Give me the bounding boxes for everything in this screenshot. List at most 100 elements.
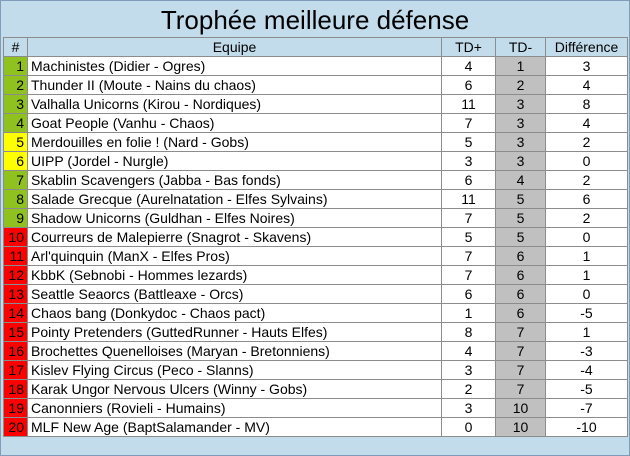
td-plus-cell: 7 [441,265,496,285]
team-cell: Goat People (Vanhu - Chaos) [27,113,442,133]
table-row: 17 Kislev Flying Circus (Peco - Slanns) 3 7… [3,360,628,380]
td-minus-cell: 6 [495,284,546,304]
td-minus-cell: 7 [495,341,546,361]
col-header-difference: Différence [545,37,628,57]
table-row: 20 MLF New Age (BaptSalamander - MV) 0 10 -1… [3,417,628,437]
rank-cell: 1 [3,56,28,76]
td-minus-cell: 10 [495,398,546,418]
td-minus-cell: 10 [495,417,546,437]
table-row: 13 Seattle Seaorcs (Battleaxe - Orcs) 6 6 0 [3,284,628,304]
td-plus-cell: 11 [441,189,496,209]
rank-cell: 19 [3,398,28,418]
td-minus-cell: 3 [495,113,546,133]
difference-cell: 0 [545,151,628,171]
td-minus-cell: 3 [495,132,546,152]
team-cell: Pointy Pretenders (GuttedRunner - Hauts … [27,322,442,342]
difference-cell: 2 [545,170,628,190]
difference-cell: 1 [545,265,628,285]
rank-cell: 5 [3,132,28,152]
difference-cell: 2 [545,208,628,228]
rank-cell: 10 [3,227,28,247]
td-plus-cell: 5 [441,132,496,152]
td-plus-cell: 6 [441,75,496,95]
difference-cell: 0 [545,227,628,247]
rank-cell: 12 [3,265,28,285]
col-header-rank: # [3,37,28,57]
col-header-team: Equipe [27,37,442,57]
difference-cell: 0 [545,284,628,304]
table-row: 12 KbbK (Sebnobi - Hommes lezards) 7 6 1 [3,265,628,285]
difference-cell: 3 [545,56,628,76]
difference-cell: -7 [545,398,628,418]
rank-cell: 8 [3,189,28,209]
difference-cell: -3 [545,341,628,361]
rank-cell: 15 [3,322,28,342]
team-cell: Valhalla Unicorns (Kirou - Nordiques) [27,94,442,114]
td-plus-cell: 3 [441,151,496,171]
td-plus-cell: 7 [441,208,496,228]
difference-cell: 1 [545,322,628,342]
difference-cell: -5 [545,379,628,399]
team-cell: Kislev Flying Circus (Peco - Slanns) [27,360,442,380]
rank-cell: 11 [3,246,28,266]
sheet-title: Trophée meilleure défense [1,1,629,37]
rank-cell: 4 [3,113,28,133]
team-cell: Skablin Scavengers (Jabba - Bas fonds) [27,170,442,190]
td-plus-cell: 7 [441,246,496,266]
table-row: 14 Chaos bang (Donkydoc - Chaos pact) 1 6 -5 [3,303,628,323]
standings-table: # Equipe TD+ TD- Différence 1 Machinistes… [3,37,628,437]
table-row: 5 Merdouilles en folie ! (Nard - Gobs) 5 3 2 [3,132,628,152]
rank-cell: 18 [3,379,28,399]
team-cell: Salade Grecque (Aurelnatation - Elfes Sy… [27,189,442,209]
td-plus-cell: 3 [441,398,496,418]
td-minus-cell: 7 [495,360,546,380]
team-cell: Seattle Seaorcs (Battleaxe - Orcs) [27,284,442,304]
td-plus-cell: 11 [441,94,496,114]
rank-cell: 6 [3,151,28,171]
td-minus-cell: 5 [495,189,546,209]
team-cell: Shadow Unicorns (Guldhan - Elfes Noires) [27,208,442,228]
td-minus-cell: 7 [495,379,546,399]
table-row: 19 Canonniers (Rovieli - Humains) 3 10 -7 [3,398,628,418]
table-row: 3 Valhalla Unicorns (Kirou - Nordiques) 11… [3,94,628,114]
rank-cell: 13 [3,284,28,304]
table-row: 2 Thunder II (Moute - Nains du chaos) 6 2 4 [3,75,628,95]
td-plus-cell: 8 [441,322,496,342]
table-row: 10 Courreurs de Malepierre (Snagrot - Ska… [3,227,628,247]
td-plus-cell: 6 [441,284,496,304]
td-plus-cell: 6 [441,170,496,190]
col-header-td-minus: TD- [495,37,546,57]
difference-cell: 4 [545,113,628,133]
table-row: 11 Arl'quinquin (ManX - Elfes Pros) 7 6 1 [3,246,628,266]
td-minus-cell: 3 [495,151,546,171]
team-cell: UIPP (Jordel - Nurgle) [27,151,442,171]
col-header-td-plus: TD+ [441,37,496,57]
table-row: 6 UIPP (Jordel - Nurgle) 3 3 0 [3,151,628,171]
rank-cell: 7 [3,170,28,190]
table-body: 1 Machinistes (Didier - Ogres) 4 1 3 2 Thunder… [3,56,628,437]
rank-cell: 2 [3,75,28,95]
td-plus-cell: 4 [441,341,496,361]
rank-cell: 14 [3,303,28,323]
difference-cell: 4 [545,75,628,95]
td-plus-cell: 1 [441,303,496,323]
td-minus-cell: 2 [495,75,546,95]
td-minus-cell: 1 [495,56,546,76]
td-plus-cell: 3 [441,360,496,380]
rank-cell: 20 [3,417,28,437]
team-cell: Courreurs de Malepierre (Snagrot - Skave… [27,227,442,247]
table-row: 4 Goat People (Vanhu - Chaos) 7 3 4 [3,113,628,133]
table-row: 18 Karak Ungor Nervous Ulcers (Winny - Go… [3,379,628,399]
team-cell: Merdouilles en folie ! (Nard - Gobs) [27,132,442,152]
difference-cell: 6 [545,189,628,209]
td-minus-cell: 5 [495,227,546,247]
td-plus-cell: 7 [441,113,496,133]
team-cell: Machinistes (Didier - Ogres) [27,56,442,76]
td-plus-cell: 0 [441,417,496,437]
team-cell: Karak Ungor Nervous Ulcers (Winny - Gobs… [27,379,442,399]
rank-cell: 17 [3,360,28,380]
td-plus-cell: 5 [441,227,496,247]
td-minus-cell: 7 [495,322,546,342]
rank-cell: 16 [3,341,28,361]
